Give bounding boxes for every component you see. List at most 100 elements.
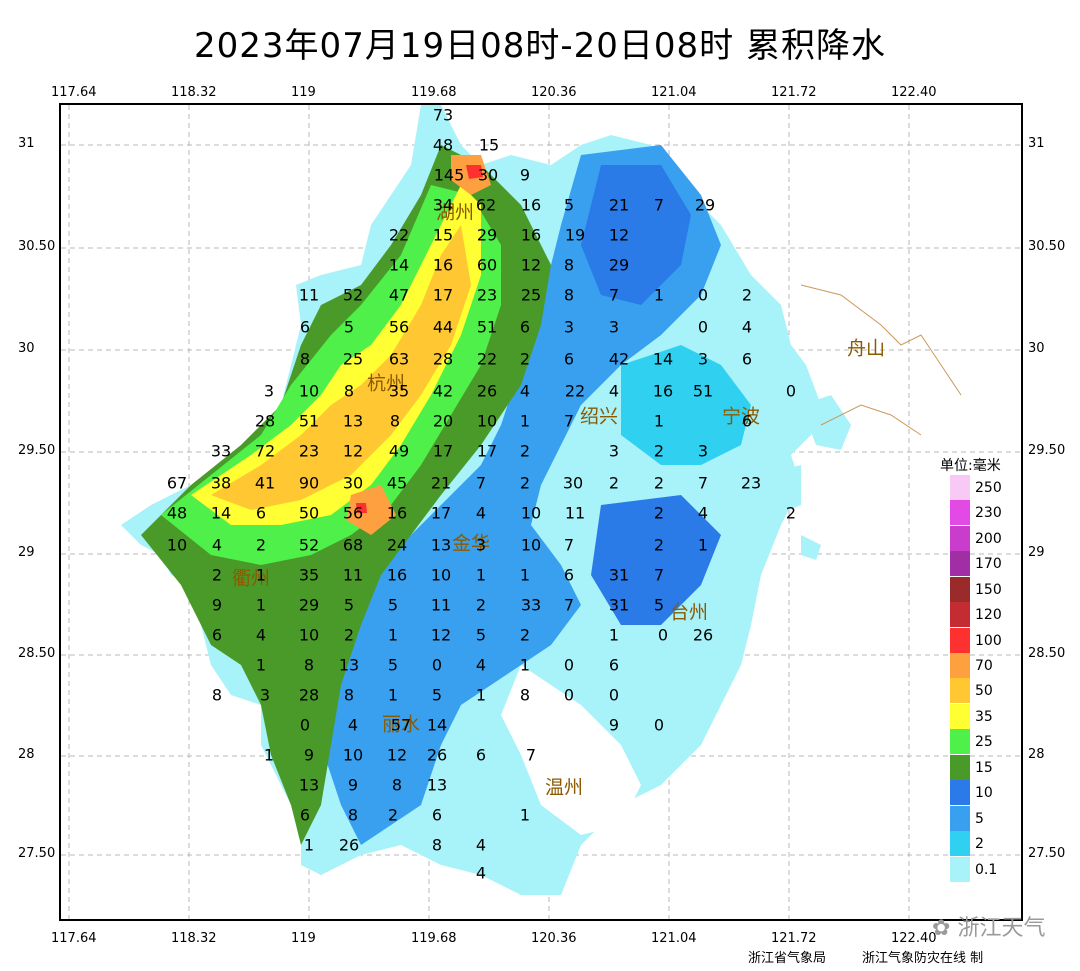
station-value: 10: [166, 535, 188, 555]
station-value: 15: [432, 225, 454, 245]
station-value: 2: [653, 503, 665, 523]
station-value: 1: [697, 535, 709, 555]
lon-tick-bottom: 121.72: [771, 931, 817, 946]
credit-producer: 浙江气象防灾在线 制: [862, 951, 984, 966]
legend-label: 15: [975, 760, 993, 776]
lat-tick-right: 29.50: [1028, 443, 1066, 458]
station-value: 1: [387, 625, 399, 645]
legend-label: 25: [975, 734, 993, 750]
station-value: 68: [342, 535, 364, 555]
legend-label: 10: [975, 785, 993, 801]
station-value: 6: [741, 411, 753, 431]
station-value: 23: [476, 285, 498, 305]
station-value: 9: [608, 715, 620, 735]
station-value: 2: [741, 285, 753, 305]
station-value: 16: [386, 565, 408, 585]
lat-tick-left: 30.50: [18, 239, 56, 254]
station-value: 6: [431, 805, 443, 825]
station-value: 0: [785, 381, 797, 401]
station-value: 9: [303, 745, 315, 765]
legend-label: 100: [975, 633, 1002, 649]
station-value: 7: [697, 473, 709, 493]
station-value: 3: [475, 535, 487, 555]
station-value: 3: [608, 317, 620, 337]
lat-tick-right: 28.50: [1028, 646, 1066, 661]
station-value: 4: [347, 715, 359, 735]
station-value: 6: [741, 349, 753, 369]
lat-tick-left: 29: [18, 545, 35, 560]
lon-tick-bottom: 122.40: [891, 931, 937, 946]
station-value: 16: [652, 381, 674, 401]
station-value: 4: [741, 317, 753, 337]
lon-tick-top: 119: [291, 85, 316, 100]
station-value: 1: [303, 835, 315, 855]
station-value: 11: [298, 285, 320, 305]
station-value: 1: [653, 411, 665, 431]
legend-label: 5: [975, 811, 984, 827]
station-value: 4: [608, 381, 620, 401]
station-value: 6: [563, 349, 575, 369]
station-value: 52: [342, 285, 364, 305]
station-value: 13: [342, 411, 364, 431]
station-value: 51: [298, 411, 320, 431]
station-value: 38: [210, 473, 232, 493]
station-value: 0: [608, 685, 620, 705]
station-value: 8: [389, 411, 401, 431]
station-value: 25: [342, 349, 364, 369]
station-value: 4: [475, 655, 487, 675]
station-value: 1: [255, 655, 267, 675]
lat-tick-left: 27.50: [18, 846, 56, 861]
station-value: 1: [519, 655, 531, 675]
legend-swatch: [950, 475, 970, 501]
legend-label: 200: [975, 531, 1002, 547]
station-value: 0: [697, 317, 709, 337]
station-value: 33: [520, 595, 542, 615]
station-value: 48: [166, 503, 188, 523]
station-value: 1: [475, 565, 487, 585]
station-value: 2: [519, 625, 531, 645]
city-label-hangzhou: 杭州: [366, 372, 406, 395]
station-value: 5: [343, 595, 355, 615]
station-value: 35: [298, 565, 320, 585]
map-title: 2023年07月19日08时-20日08时 累积降水: [194, 26, 886, 66]
station-value: 3: [263, 381, 275, 401]
lon-tick-top: 121.04: [651, 85, 697, 100]
station-value: 22: [388, 225, 410, 245]
station-value: 4: [255, 625, 267, 645]
city-label-shaoxing: 绍兴: [579, 405, 619, 428]
station-value: 29: [608, 255, 630, 275]
station-value: 28: [432, 349, 454, 369]
station-value: 6: [211, 625, 223, 645]
lat-tick-right: 29: [1028, 545, 1045, 560]
lon-tick-top: 119.68: [411, 85, 457, 100]
legend-swatch: [950, 755, 970, 781]
station-value: 6: [608, 655, 620, 675]
legend-label: 70: [975, 658, 993, 674]
station-value: 62: [475, 195, 497, 215]
station-value: 28: [298, 685, 320, 705]
station-value: 25: [520, 285, 542, 305]
station-value: 7: [653, 195, 665, 215]
station-value: 8: [519, 685, 531, 705]
legend-swatch: [950, 577, 970, 603]
station-value: 4: [697, 503, 709, 523]
station-value: 10: [476, 411, 498, 431]
station-value: 4: [211, 535, 223, 555]
station-value: 90: [298, 473, 320, 493]
station-value: 11: [430, 595, 452, 615]
station-value: 23: [740, 473, 762, 493]
station-value: 8: [303, 655, 315, 675]
station-value: 2: [653, 441, 665, 461]
lon-tick-top: 118.32: [171, 85, 217, 100]
station-value: 8: [343, 685, 355, 705]
station-value: 26: [426, 745, 448, 765]
station-value: 8: [563, 285, 575, 305]
station-value: 29: [298, 595, 320, 615]
station-value: 10: [430, 565, 452, 585]
station-value: 3: [697, 441, 709, 461]
station-value: 13: [426, 775, 448, 795]
station-value: 16: [432, 255, 454, 275]
credit-agency: 浙江省气象局: [748, 951, 827, 966]
station-value: 1: [519, 411, 531, 431]
station-value: 4: [475, 503, 487, 523]
